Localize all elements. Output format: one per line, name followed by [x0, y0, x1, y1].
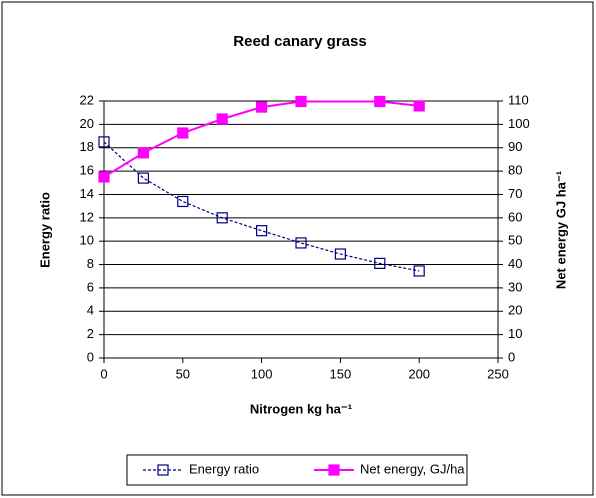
data-point [295, 237, 307, 249]
data-point [413, 265, 425, 277]
data-point [256, 101, 268, 113]
chart-title: Reed canary grass [233, 33, 366, 50]
y-tick-label: 0 [87, 349, 94, 364]
legend-label: Net energy, GJ/ha [360, 461, 465, 476]
y-tick-label: 20 [80, 116, 94, 131]
series-line [103, 100, 420, 178]
y-tick-label: 8 [87, 256, 94, 271]
series-line [103, 141, 420, 272]
x-tick-label: 100 [251, 366, 273, 381]
y-tick-label: 4 [87, 303, 94, 318]
y-tick-label: 10 [80, 233, 94, 248]
legend-marker [328, 464, 340, 476]
data-point [374, 257, 386, 269]
y-tick-label: 18 [80, 139, 94, 154]
data-point [216, 113, 228, 125]
y2-tick-label: 30 [508, 279, 522, 294]
x-tick-label: 0 [100, 366, 107, 381]
x-tick-label: 50 [176, 366, 190, 381]
data-point [256, 225, 268, 237]
y2-tick-label: 60 [508, 209, 522, 224]
y-tick-label: 16 [80, 163, 94, 178]
data-point [216, 212, 228, 224]
y2-tick-label: 40 [508, 256, 522, 271]
y2-tick-label: 0 [508, 349, 515, 364]
data-point [177, 195, 189, 208]
legend-box [126, 454, 468, 486]
data-point [98, 136, 110, 148]
y2-tick-label: 20 [508, 303, 522, 318]
y-tick-label: 6 [87, 279, 94, 294]
data-point [177, 127, 189, 139]
y2-tick-label: 50 [508, 233, 522, 248]
y2-tick-label: 110 [508, 92, 529, 107]
data-point [413, 100, 425, 112]
y2-tick-label: 70 [508, 186, 522, 201]
data-point [374, 95, 386, 108]
y2-axis-title: Net energy GJ ha⁻¹ [553, 171, 568, 289]
y2-tick-label: 90 [508, 139, 522, 154]
y-tick-label: 22 [80, 92, 94, 107]
data-point [98, 171, 110, 183]
y2-tick-label: 10 [508, 326, 522, 341]
x-tick-label: 150 [330, 366, 352, 381]
legend-label: Energy ratio [189, 461, 259, 476]
x-tick-label: 250 [487, 366, 509, 381]
x-axis-title: Nitrogen kg ha⁻¹ [250, 401, 352, 416]
data-point [334, 248, 346, 260]
y2-tick-label: 80 [508, 163, 522, 178]
y-tick-label: 2 [87, 326, 94, 341]
y2-tick-label: 100 [508, 116, 530, 131]
data-point [295, 95, 307, 108]
data-point [137, 147, 149, 159]
x-tick-label: 200 [408, 366, 430, 381]
y-tick-label: 14 [80, 186, 94, 201]
legend-marker [157, 464, 169, 476]
y-tick-label: 12 [80, 209, 94, 224]
data-point [137, 172, 149, 184]
y-axis-title: Energy ratio [37, 192, 52, 268]
